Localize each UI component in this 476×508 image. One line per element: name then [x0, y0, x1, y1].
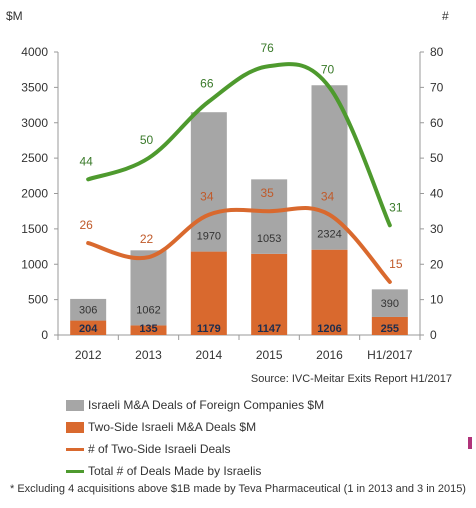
x-tick-label: 2016: [316, 348, 343, 362]
left-tick-label: 1000: [21, 257, 48, 271]
legend-item: Total # of Deals Made by Israelis: [66, 460, 324, 482]
bar-foreign-label: 306: [79, 305, 97, 317]
right-tick-label: 40: [430, 187, 444, 201]
total-deals-label: 31: [389, 200, 403, 214]
right-tick-label: 80: [430, 45, 444, 59]
two-side-deals-label: 34: [321, 190, 335, 204]
deals-chart: $M #0 500 1000 1500 2000 2500 3000 3500 4000 0 10 20…: [6, 9, 449, 362]
right-tick-label: 10: [430, 293, 444, 307]
source-note: Source: IVC-Meitar Exits Report H1/2017: [250, 373, 452, 385]
bar-two-side-label: 255: [381, 323, 399, 335]
left-tick-label: 500: [28, 293, 48, 307]
total-deals-label: 76: [260, 41, 274, 55]
left-tick-label: 2000: [21, 187, 48, 201]
line-two-side-deals: [86, 206, 392, 284]
bar-two-side: [70, 320, 107, 335]
left-tick-label: 0: [41, 328, 48, 342]
legend-label: # of Two-Side Israeli Deals: [88, 442, 231, 456]
bar-foreign: [371, 289, 408, 317]
two-side-deals-label: 15: [389, 257, 403, 271]
bar-two-side: [371, 316, 408, 335]
bar-foreign-label: 390: [381, 298, 399, 310]
line-total-deals: [86, 62, 392, 228]
x-tick-label: 2012: [75, 348, 102, 362]
legend-label: Israeli M&A Deals of Foreign Companies $…: [88, 398, 325, 412]
bar-foreign-label: 2324: [317, 229, 341, 241]
bar-two-side: [251, 253, 288, 335]
left-tick-label: 1500: [21, 222, 48, 236]
bar-two-side-label: 204: [79, 323, 98, 335]
two-side-deals-label: 34: [200, 190, 214, 204]
bar-two-side-label: 135: [139, 323, 157, 335]
bar-foreign-label: 1970: [197, 231, 221, 243]
right-tick-label: 50: [430, 151, 444, 165]
right-tick-label: 0: [430, 328, 437, 342]
two-side-deals-label: 22: [140, 232, 154, 246]
x-tick-label: H1/2017: [367, 348, 413, 362]
legend-swatch-line: [66, 447, 84, 451]
total-deals-label: 44: [79, 154, 93, 168]
bar-two-side-label: 1147: [257, 323, 281, 335]
footnote: * Excluding 4 acquisitions above $1B mad…: [10, 483, 466, 495]
legend-swatch-box: [66, 421, 84, 433]
chart-axes: $M #0 500 1000 1500 2000 2500 3000 3500 4000 0 10 20…: [6, 9, 449, 362]
left-tick-label: 4000: [21, 45, 48, 59]
legend-swatch-line: [66, 469, 84, 473]
two-side-deals-label: 26: [79, 218, 93, 232]
bar-foreign: [251, 179, 288, 254]
x-tick-label: 2015: [256, 348, 283, 362]
right-tick-label: 70: [430, 80, 444, 94]
total-deals-label: 66: [200, 77, 214, 91]
x-tick-label: 2013: [135, 348, 162, 362]
legend-swatch-box: [66, 399, 84, 411]
two-side-deals-label: 35: [260, 186, 274, 200]
total-deals-label: 50: [140, 133, 154, 147]
chart-labels: 204 306 135 1062 1179 1970 1147 1053 1206 2324 255…: [79, 41, 403, 335]
legend-item: # of Two-Side Israeli Deals: [66, 438, 324, 460]
bar-two-side-label: 1206: [317, 323, 341, 335]
chart-legend: Israeli M&A Deals of Foreign Companies $…: [66, 394, 324, 482]
edge-marker: [468, 437, 472, 449]
right-tick-label: 30: [430, 222, 444, 236]
legend-item: Two-Side Israeli M&A Deals $M: [66, 416, 324, 438]
left-tick-label: 3500: [21, 80, 48, 94]
bar-foreign-label: 1053: [257, 233, 281, 245]
left-axis-unit: $M: [6, 9, 23, 23]
bar-foreign-label: 1062: [136, 304, 160, 316]
bar-two-side-label: 1179: [197, 323, 221, 335]
bar-foreign: [70, 298, 107, 321]
bar-two-side: [311, 249, 348, 335]
right-tick-label: 20: [430, 257, 444, 271]
legend-label: Two-Side Israeli M&A Deals $M: [88, 420, 257, 434]
chart-lines: [86, 62, 392, 284]
right-axis-unit: #: [442, 9, 449, 23]
bar-two-side: [190, 251, 227, 335]
bar-two-side: [130, 325, 167, 335]
x-tick-label: 2014: [195, 348, 222, 362]
left-tick-label: 2500: [21, 151, 48, 165]
legend-label: Total # of Deals Made by Israelis: [88, 464, 262, 478]
bar-foreign: [130, 250, 167, 326]
left-tick-label: 3000: [21, 116, 48, 130]
right-tick-label: 60: [430, 116, 444, 130]
total-deals-label: 70: [321, 62, 335, 76]
legend-item: Israeli M&A Deals of Foreign Companies $…: [66, 394, 324, 416]
bar-foreign: [190, 112, 227, 252]
